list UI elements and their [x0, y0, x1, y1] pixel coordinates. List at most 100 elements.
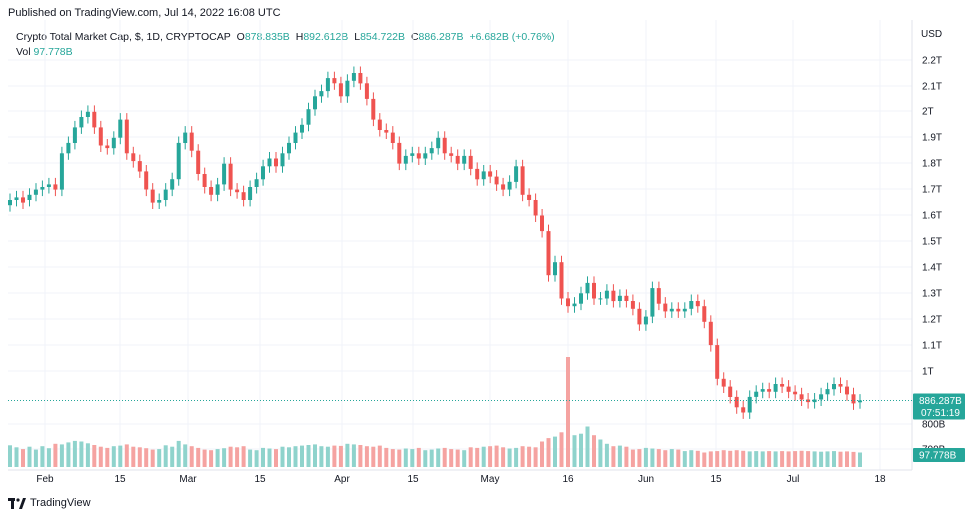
candle-body — [734, 396, 739, 408]
volume-bar — [137, 447, 142, 467]
candle-body — [540, 215, 544, 232]
candle-body — [390, 132, 395, 143]
volume-bar — [806, 451, 811, 467]
volume-bar — [825, 451, 830, 467]
price-tick-label: 1.7T — [922, 185, 942, 196]
candle-body — [202, 174, 207, 187]
candle-body — [345, 80, 350, 97]
volume-bar — [351, 444, 356, 467]
volume-bar — [306, 445, 311, 467]
volume-bar — [131, 446, 136, 467]
volume-bar — [248, 449, 253, 467]
volume-bar — [66, 442, 71, 467]
candle-body — [196, 150, 201, 174]
volume-bar — [501, 447, 506, 467]
legend-l-label: L — [354, 31, 361, 43]
candle-body — [21, 197, 25, 203]
volume-bar — [695, 450, 700, 467]
candle-body — [118, 119, 123, 138]
volume-bar — [235, 447, 240, 467]
candle-body — [261, 166, 265, 180]
price-tick-label: 1.9T — [922, 133, 942, 144]
volume-bar — [598, 439, 603, 467]
price-tick-label: 1.3T — [922, 289, 942, 300]
candle-body — [287, 142, 291, 154]
volume-bar — [819, 451, 824, 467]
volume-bar — [553, 436, 557, 467]
candle-body — [527, 194, 532, 200]
candle-body — [8, 200, 12, 206]
candle-body — [280, 153, 285, 167]
candle-body — [313, 96, 317, 110]
price-tick-label: 800B — [922, 420, 946, 431]
candle-body — [832, 384, 836, 390]
volume-bar — [611, 446, 616, 467]
volume-bar — [449, 449, 454, 467]
candle-body — [371, 98, 376, 120]
volume-bar — [494, 445, 499, 467]
volume-bar — [202, 449, 207, 467]
candle-body — [33, 189, 38, 195]
volume-bar — [124, 444, 129, 467]
volume-bar — [345, 443, 350, 467]
candle-body — [617, 295, 622, 301]
candle-body — [351, 73, 356, 81]
volume-bar — [715, 451, 720, 467]
candle-body — [624, 295, 629, 301]
volume-bar — [53, 443, 58, 467]
candle-body — [163, 189, 168, 200]
candle-body — [105, 145, 110, 149]
candle-body — [611, 290, 616, 302]
candle-body — [553, 262, 557, 276]
volume-bar — [702, 452, 707, 467]
candle-body — [254, 179, 259, 187]
volume-bar — [734, 450, 739, 467]
volume-bar — [300, 445, 304, 467]
candle-body — [689, 301, 694, 309]
candle-body — [235, 189, 240, 193]
volume-bar — [170, 446, 175, 467]
candle-body — [150, 189, 155, 203]
price-tick-label: 1.1T — [922, 341, 942, 352]
candle-body — [416, 153, 421, 159]
candle-body — [176, 142, 181, 180]
candle-body — [799, 394, 804, 400]
candle-body — [423, 153, 428, 159]
candle-body — [546, 231, 551, 276]
volume-bar — [416, 447, 421, 467]
candle-body — [598, 298, 603, 300]
volume-bar — [617, 445, 622, 467]
candle-body — [228, 163, 233, 190]
candle-body — [773, 384, 778, 392]
candle-body — [14, 197, 19, 200]
volume-bar — [105, 447, 110, 467]
candle-body — [462, 155, 467, 164]
price-tick-label: 1.8T — [922, 159, 942, 170]
price-tick-label: 1.5T — [922, 237, 942, 248]
volume-bar — [384, 447, 389, 467]
candle-body — [851, 394, 856, 404]
candle-body — [559, 262, 564, 299]
volume-bar — [144, 448, 149, 467]
volume-bar — [468, 447, 473, 467]
candle-body — [85, 111, 90, 117]
candle-body — [494, 176, 499, 185]
candle-body — [702, 306, 707, 322]
volume-bar — [767, 451, 772, 467]
candle-body — [643, 316, 648, 325]
volume-bar — [442, 447, 447, 467]
volume-badge-label: 97.778B — [919, 451, 957, 462]
volume-bar — [624, 446, 629, 467]
candle-body — [708, 321, 713, 346]
volume-bar — [390, 449, 395, 467]
time-tick-label: Feb — [36, 474, 54, 485]
candle-body — [637, 308, 642, 325]
legend-low: 854.722B — [360, 31, 406, 43]
legend-o-label: O — [236, 31, 245, 43]
volume-label: Vol — [16, 46, 31, 58]
volume-bar — [592, 435, 596, 467]
price-tick-label: 2.1T — [922, 82, 942, 93]
tradingview-logo-icon — [8, 497, 26, 509]
volume-bar — [656, 449, 661, 467]
